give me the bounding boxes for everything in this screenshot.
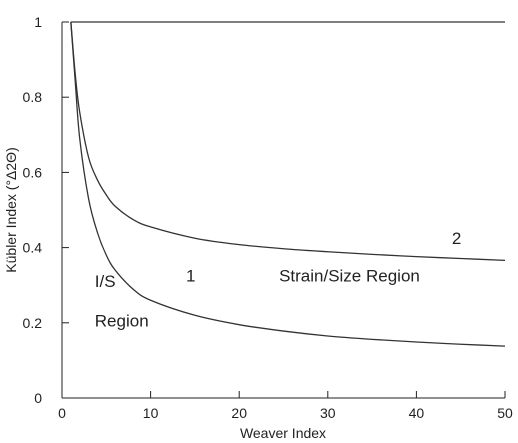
y-tick-label: 0.2 xyxy=(23,315,43,331)
y-tick-label: 0.8 xyxy=(23,89,43,105)
annotation-label: I/S xyxy=(95,272,116,291)
x-axis-label: Weaver Index xyxy=(240,425,326,441)
y-tick-label: 0 xyxy=(34,390,42,406)
annotations: 1 2 I/S Region Strain/Size Region xyxy=(95,229,462,331)
x-tick-label: 40 xyxy=(409,405,425,421)
y-tick-label: 1 xyxy=(34,14,42,30)
annotation-label: 1 xyxy=(186,266,195,285)
annotation-label: 2 xyxy=(452,229,461,248)
curve-2 xyxy=(70,21,506,262)
x-tick-label: 30 xyxy=(320,405,336,421)
x-tick-label: 20 xyxy=(231,405,247,421)
curve-1 xyxy=(70,21,506,347)
annotation-label: Region xyxy=(95,312,149,331)
series-group xyxy=(70,21,506,347)
y-tick-label: 0.6 xyxy=(23,164,43,180)
axes xyxy=(61,22,505,399)
y-tick-label: 0.4 xyxy=(23,240,43,256)
y-ticks: 0 0.2 0.4 0.6 0.8 1 xyxy=(23,14,69,406)
annotation-label: Strain/Size Region xyxy=(279,266,420,285)
y-axis-label: Kübler Index (°Δ2Θ) xyxy=(3,147,19,272)
x-ticks: 0 10 20 30 40 50 xyxy=(58,391,513,421)
x-tick-label: 10 xyxy=(143,405,159,421)
x-tick-label: 50 xyxy=(497,405,513,421)
x-tick-label: 0 xyxy=(58,405,66,421)
